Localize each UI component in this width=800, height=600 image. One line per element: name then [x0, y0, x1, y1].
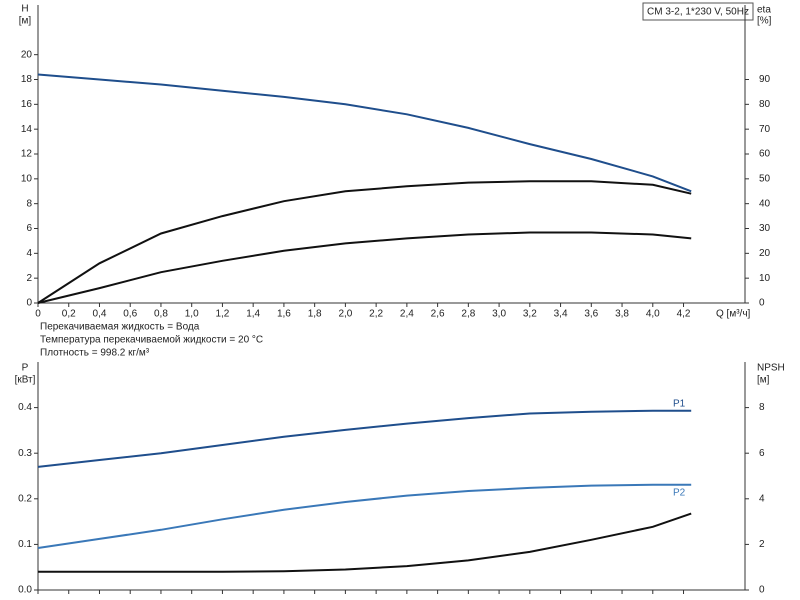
- title-box: [642, 2, 754, 21]
- y-tick-label: 16: [21, 99, 33, 110]
- x-tick-label: 1,0: [185, 309, 199, 320]
- y2-axis-label: NPSH: [757, 363, 785, 374]
- note: Температура перекачиваемой жидкости = 20…: [40, 335, 263, 346]
- series-line: [37, 180, 692, 304]
- y2-tick-label: 60: [759, 149, 771, 160]
- x-tick-label: 3,6: [584, 309, 598, 320]
- y-axis-label: H: [21, 4, 28, 15]
- y2-tick-label: 20: [759, 248, 771, 259]
- y2-tick-label: 80: [759, 99, 771, 110]
- y-tick-label: 2: [26, 273, 32, 284]
- y2-tick-label: 6: [759, 448, 765, 459]
- x-tick-label: 2,8: [461, 309, 475, 320]
- y-tick-label: 10: [21, 173, 33, 184]
- x-tick-label: 0,4: [93, 309, 107, 320]
- y2-axis-unit: [%]: [757, 16, 772, 27]
- x-tick-label: 3,2: [523, 309, 537, 320]
- y2-tick-label: 0: [759, 585, 765, 596]
- y2-tick-label: 90: [759, 74, 771, 85]
- x-tick-label: 1,4: [246, 309, 260, 320]
- y2-tick-label: 8: [759, 402, 765, 413]
- x-tick-label: 2,4: [400, 309, 414, 320]
- x-tick-label: 0,2: [62, 309, 76, 320]
- series-line: [37, 231, 692, 304]
- y-tick-label: 6: [26, 223, 32, 234]
- series-line: [37, 73, 692, 193]
- series-label: P2: [673, 487, 686, 498]
- y-axis-unit: [м]: [19, 16, 32, 27]
- y2-tick-label: 50: [759, 173, 771, 184]
- y-tick-label: 0.0: [18, 585, 32, 596]
- y-axis-unit: [кВт]: [15, 375, 36, 386]
- y2-tick-label: 4: [759, 493, 765, 504]
- y-tick-label: 8: [26, 198, 32, 209]
- series-line: [37, 409, 692, 468]
- y-tick-label: 0.3: [18, 448, 32, 459]
- y2-tick-label: 70: [759, 124, 771, 135]
- x-tick-label: 2,2: [369, 309, 383, 320]
- y-tick-label: 12: [21, 149, 33, 160]
- y2-tick-label: 30: [759, 223, 771, 234]
- x-tick-label: 0: [35, 309, 41, 320]
- x-tick-label: 2,6: [431, 309, 445, 320]
- x-tick-label: 2,0: [338, 309, 352, 320]
- x-axis-label: Q [м³/ч]: [716, 309, 751, 320]
- series-line: [37, 483, 692, 549]
- y-tick-label: 0.2: [18, 493, 32, 504]
- y2-axis-label: eta: [757, 5, 771, 16]
- x-tick-label: 1,8: [308, 309, 322, 320]
- y-tick-label: 20: [21, 49, 33, 60]
- x-tick-label: 3,0: [492, 309, 506, 320]
- x-tick-label: 4,0: [646, 309, 660, 320]
- note: Перекачиваемая жидкость = Вода: [40, 322, 200, 333]
- y-axis-label: P: [22, 363, 29, 374]
- series-label: P1: [673, 398, 686, 409]
- y-tick-label: 0: [26, 298, 32, 309]
- x-tick-label: 0,8: [154, 309, 168, 320]
- note: Плотность = 998.2 кг/м³: [40, 348, 150, 359]
- x-tick-label: 3,4: [554, 309, 568, 320]
- y-tick-label: 0.1: [18, 539, 32, 550]
- y-tick-label: 18: [21, 74, 33, 85]
- x-tick-label: 0,6: [123, 309, 137, 320]
- y2-tick-label: 40: [759, 198, 771, 209]
- chart-title: CM 3-2, 1*230 V, 50Hz: [647, 7, 749, 18]
- x-tick-label: 3,8: [615, 309, 629, 320]
- y2-tick-label: 0: [759, 298, 765, 309]
- y-tick-label: 4: [26, 248, 32, 259]
- y2-axis-unit: [м]: [757, 375, 770, 386]
- x-tick-label: 1,6: [277, 309, 291, 320]
- y2-tick-label: 10: [759, 273, 771, 284]
- y2-tick-label: 2: [759, 539, 765, 550]
- x-tick-label: 1,2: [215, 309, 229, 320]
- x-tick-label: 4,2: [677, 309, 691, 320]
- series-line: [38, 512, 692, 573]
- y-tick-label: 0.4: [18, 402, 32, 413]
- y-tick-label: 14: [21, 124, 33, 135]
